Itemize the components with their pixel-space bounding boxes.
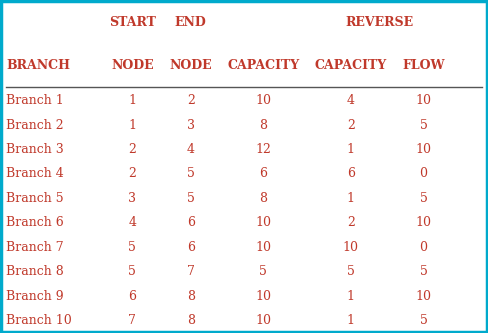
Text: Branch 5: Branch 5 [6, 192, 64, 205]
Text: BRANCH: BRANCH [6, 59, 70, 72]
Text: 10: 10 [255, 241, 271, 254]
Text: 8: 8 [260, 119, 267, 132]
Text: START: START [109, 16, 156, 29]
Text: 10: 10 [343, 241, 359, 254]
Text: 10: 10 [255, 314, 271, 327]
Text: CAPACITY: CAPACITY [315, 59, 387, 72]
Text: 5: 5 [128, 265, 136, 278]
Text: 5: 5 [187, 167, 195, 180]
Text: 0: 0 [420, 241, 427, 254]
Text: 4: 4 [186, 143, 195, 156]
Text: 5: 5 [187, 192, 195, 205]
Text: 12: 12 [256, 143, 271, 156]
Text: 0: 0 [420, 167, 427, 180]
Text: 1: 1 [347, 290, 355, 303]
Text: 10: 10 [255, 216, 271, 229]
Text: Branch 3: Branch 3 [6, 143, 64, 156]
Text: 7: 7 [128, 314, 136, 327]
Text: 6: 6 [128, 290, 137, 303]
Text: Branch 2: Branch 2 [6, 119, 64, 132]
Text: 1: 1 [128, 119, 137, 132]
Text: 4: 4 [347, 94, 355, 107]
Text: 10: 10 [416, 143, 431, 156]
Text: 5: 5 [420, 265, 427, 278]
Text: 10: 10 [416, 94, 431, 107]
Text: 6: 6 [186, 241, 195, 254]
Text: 10: 10 [255, 290, 271, 303]
Text: CAPACITY: CAPACITY [227, 59, 300, 72]
Text: Branch 9: Branch 9 [6, 290, 64, 303]
Text: 7: 7 [187, 265, 195, 278]
Text: 6: 6 [260, 167, 267, 180]
Text: 2: 2 [128, 143, 136, 156]
Text: 1: 1 [347, 143, 355, 156]
Text: Branch 7: Branch 7 [6, 241, 64, 254]
Text: 1: 1 [347, 192, 355, 205]
Text: 6: 6 [347, 167, 355, 180]
Text: Branch 1: Branch 1 [6, 94, 64, 107]
Text: 5: 5 [420, 119, 427, 132]
Text: Branch 10: Branch 10 [6, 314, 72, 327]
Text: 2: 2 [187, 94, 195, 107]
Text: END: END [175, 16, 206, 29]
Text: 8: 8 [260, 192, 267, 205]
Text: 10: 10 [416, 216, 431, 229]
Text: 8: 8 [186, 290, 195, 303]
Text: 5: 5 [128, 241, 136, 254]
Text: 1: 1 [347, 314, 355, 327]
Text: FLOW: FLOW [402, 59, 445, 72]
Text: 5: 5 [420, 314, 427, 327]
Text: 5: 5 [260, 265, 267, 278]
Text: 4: 4 [128, 216, 137, 229]
Text: 10: 10 [255, 94, 271, 107]
Text: 1: 1 [128, 94, 137, 107]
Text: Branch 6: Branch 6 [6, 216, 64, 229]
Text: 2: 2 [347, 216, 355, 229]
Text: REVERSE: REVERSE [346, 16, 414, 29]
Text: 3: 3 [186, 119, 195, 132]
Text: Branch 8: Branch 8 [6, 265, 64, 278]
Text: 2: 2 [128, 167, 136, 180]
Text: 5: 5 [420, 192, 427, 205]
Text: 3: 3 [128, 192, 137, 205]
Text: 5: 5 [347, 265, 355, 278]
Text: 2: 2 [347, 119, 355, 132]
Text: NODE: NODE [169, 59, 212, 72]
Text: Branch 4: Branch 4 [6, 167, 64, 180]
Text: 8: 8 [186, 314, 195, 327]
Text: NODE: NODE [111, 59, 154, 72]
Text: 10: 10 [416, 290, 431, 303]
Text: 6: 6 [186, 216, 195, 229]
